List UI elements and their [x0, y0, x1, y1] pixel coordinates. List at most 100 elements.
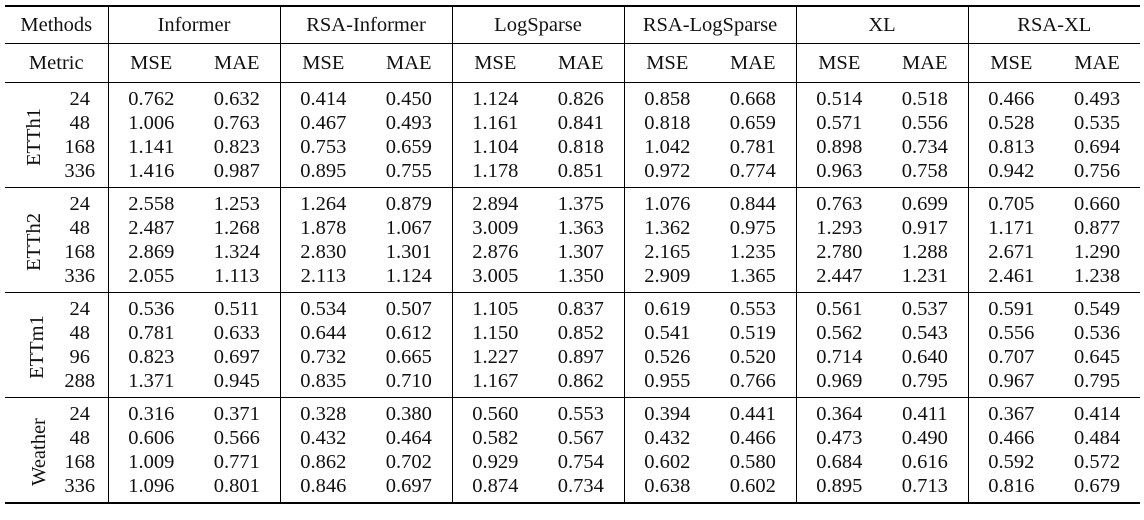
mae-value-cell: 0.520 — [710, 345, 797, 369]
mse-value-cell: 2.487 — [128, 217, 175, 239]
mae-value-cell: 0.818 — [538, 135, 625, 159]
mse-value-cell: 0.432 — [300, 427, 347, 449]
mae-value-cell: 0.660 — [1054, 187, 1141, 216]
mae-value-cell: 0.659 — [710, 111, 797, 135]
mae-value-cell: 1.365 — [710, 264, 797, 293]
mae-value-cell: 0.774 — [710, 159, 797, 188]
dataset-label-cell: ETTh2 — [5, 187, 52, 293]
mae-value-cell: 0.566 — [194, 426, 281, 450]
mae-value-cell: 0.553 — [538, 397, 625, 426]
mae-value-cell: 0.567 — [538, 426, 625, 450]
mse-value-cell: 0.816 — [968, 474, 1055, 504]
mse-value-cell: 0.394 — [624, 397, 711, 426]
mse-value-cell: 0.534 — [280, 292, 367, 321]
mse-value-cell: 0.541 — [644, 322, 691, 344]
mae-value-cell: 0.556 — [882, 111, 969, 135]
mse-value-cell: 1.042 — [644, 136, 691, 158]
metric-mae-header: MAE — [1054, 43, 1141, 83]
mae-value-cell: 0.668 — [710, 82, 797, 111]
mse-value-cell: 0.364 — [796, 397, 883, 426]
mse-value-cell: 0.514 — [796, 82, 883, 111]
mse-value-cell: 0.591 — [968, 292, 1055, 321]
mae-value-cell: 0.493 — [1054, 82, 1141, 111]
mae-value-cell: 0.837 — [538, 292, 625, 321]
mse-value-cell: 0.762 — [108, 82, 194, 111]
mae-value-cell: 0.645 — [1073, 346, 1121, 368]
mse-value-cell: 1.371 — [128, 370, 175, 392]
horizon-cell: 288 — [52, 369, 109, 398]
mae-value-cell: 0.987 — [194, 159, 281, 188]
mae-value-cell: 0.493 — [366, 111, 453, 135]
mse-value-cell: 0.473 — [816, 427, 863, 449]
mae-value-cell: 1.290 — [1073, 241, 1121, 263]
mae-value-cell: 0.466 — [710, 426, 797, 450]
mae-value-cell: 1.124 — [366, 264, 453, 293]
mse-value-cell: 0.895 — [796, 474, 883, 504]
mae-value-cell: 0.694 — [1073, 136, 1121, 158]
metric-mse-header: MSE — [968, 43, 1055, 83]
dataset-label-cell: ETTh1 — [5, 82, 52, 188]
mae-value-cell: 0.755 — [366, 159, 453, 188]
mae-value-cell: 0.841 — [538, 111, 625, 135]
mse-value-cell: 1.009 — [128, 451, 175, 473]
mae-value-cell: 1.307 — [538, 240, 625, 264]
mae-value-cell: 1.350 — [538, 264, 625, 293]
mae-value-cell: 0.734 — [882, 135, 969, 159]
results-table: Methods Informer RSA-Informer LogSparse … — [5, 5, 1141, 504]
table-row: 96 0.823 0.697 0.732 0.665 1.227 0.897 0.526 0.5… — [5, 345, 1140, 369]
mae-value-cell: 0.518 — [882, 82, 969, 111]
mae-value-cell: 0.897 — [538, 345, 625, 369]
mae-value-cell: 0.756 — [1073, 160, 1121, 182]
mae-value-cell: 1.067 — [366, 216, 453, 240]
mse-value-cell: 0.942 — [988, 160, 1035, 182]
mae-value-cell: 0.633 — [194, 321, 281, 345]
metric-mse-header: MSE — [624, 43, 711, 83]
mae-value-cell: 1.288 — [882, 240, 969, 264]
mse-value-cell: 0.963 — [816, 160, 863, 182]
mse-value-cell: 0.556 — [988, 322, 1035, 344]
mae-value-cell: 0.710 — [366, 369, 453, 398]
mae-value-cell: 0.640 — [882, 345, 969, 369]
mae-value-cell: 0.758 — [882, 159, 969, 188]
mae-value-cell: 0.536 — [1073, 322, 1121, 344]
mae-value-cell: 0.879 — [366, 187, 453, 216]
horizon-cell: 336 — [52, 474, 109, 504]
mae-value-cell: 0.484 — [1073, 427, 1121, 449]
dataset-label-cell: Weather — [5, 397, 52, 504]
mse-value-cell: 2.671 — [988, 241, 1035, 263]
mae-value-cell: 1.363 — [538, 216, 625, 240]
table-row: 48 0.781 0.633 0.644 0.612 1.150 0.852 0.541 0.5… — [5, 321, 1140, 345]
mse-value-cell: 0.432 — [644, 427, 691, 449]
mse-value-cell: 0.619 — [624, 292, 711, 321]
mse-value-cell: 1.171 — [988, 217, 1035, 239]
mse-value-cell: 1.878 — [300, 217, 347, 239]
mse-value-cell: 0.895 — [300, 160, 347, 182]
mae-value-cell: 0.763 — [194, 111, 281, 135]
mae-value-cell: 0.975 — [710, 216, 797, 240]
mse-value-cell: 3.009 — [472, 217, 519, 239]
model-header-rsa-logsparse: RSA-LogSparse — [624, 5, 797, 44]
horizon-cell: 48 — [52, 111, 109, 135]
table-row: 48 1.006 0.763 0.467 0.493 1.161 0.841 0.818 0.6… — [5, 111, 1140, 135]
mae-value-cell: 0.380 — [366, 397, 453, 426]
mse-value-cell: 0.823 — [128, 346, 175, 368]
mae-value-cell: 0.795 — [882, 369, 969, 398]
horizon-cell: 24 — [52, 187, 109, 216]
mse-value-cell: 0.536 — [108, 292, 194, 321]
mae-value-cell: 0.464 — [366, 426, 453, 450]
mae-value-cell: 0.371 — [194, 397, 281, 426]
metric-mse-header: MSE — [108, 43, 194, 83]
table-row: Weather 24 0.316 0.371 0.328 0.380 0.560 0.553 0… — [5, 397, 1141, 504]
mse-value-cell: 0.707 — [988, 346, 1035, 368]
table-row: 48 2.487 1.268 1.878 1.067 3.009 1.363 1.362 0.9… — [5, 216, 1140, 240]
mae-value-cell: 0.826 — [538, 82, 625, 111]
mse-value-cell: 1.150 — [472, 322, 519, 344]
mae-value-cell: 0.697 — [194, 345, 281, 369]
mse-value-cell: 0.528 — [988, 112, 1035, 134]
model-header-rsa-xl: RSA-XL — [968, 5, 1141, 44]
mae-value-cell: 1.301 — [366, 240, 453, 264]
mae-value-cell: 0.602 — [710, 474, 797, 504]
mae-value-cell: 0.507 — [366, 292, 453, 321]
mse-value-cell: 0.972 — [644, 160, 691, 182]
mse-value-cell: 0.367 — [968, 397, 1055, 426]
